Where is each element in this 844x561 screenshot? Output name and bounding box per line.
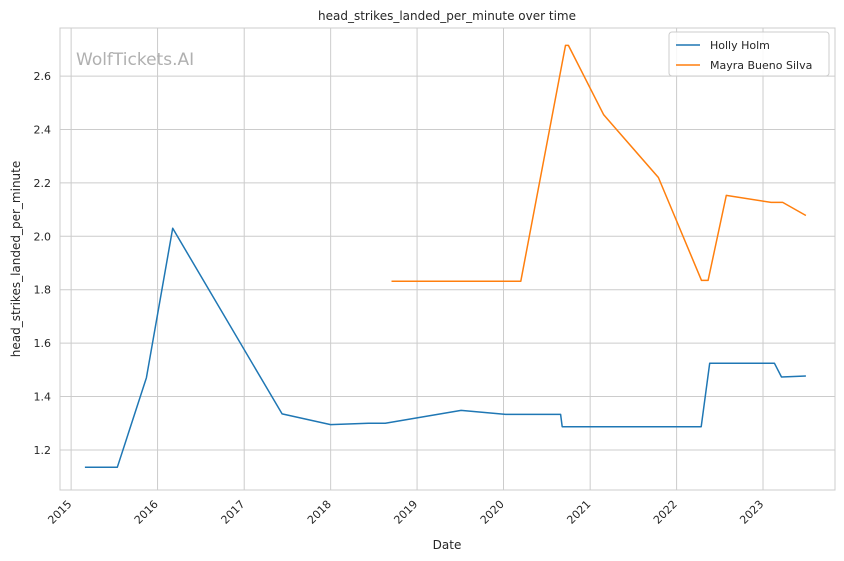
y-tick-label: 2.6 (34, 70, 52, 83)
y-tick-label: 2.2 (34, 177, 52, 190)
x-axis-ticks: 2015 2016 2017 2018 2019 2020 2021 2022 2023 (45, 498, 766, 527)
plot-area (59, 27, 836, 491)
series-line-0 (84, 227, 806, 469)
x-tick-label: 2019 (391, 498, 420, 527)
y-axis-ticks: 1.2 1.4 1.6 1.8 2.0 2.2 2.4 2.6 (34, 70, 52, 457)
x-tick-label: 2022 (651, 498, 680, 527)
y-tick-label: 2.4 (34, 123, 52, 136)
x-tick-label: 2017 (219, 498, 248, 527)
y-tick-label: 2.0 (34, 230, 52, 243)
legend: Holly Holm Mayra Bueno Silva (668, 31, 830, 77)
x-tick-label: 2018 (305, 498, 334, 527)
x-tick-label: 2015 (45, 498, 74, 527)
y-tick-label: 1.8 (34, 284, 52, 297)
y-tick-label: 1.2 (34, 444, 52, 457)
grid (60, 28, 835, 490)
y-tick-label: 1.6 (34, 337, 52, 350)
y-axis-label: head_strikes_landed_per_minute (9, 161, 23, 358)
x-axis-label: Date (433, 538, 462, 552)
x-tick-label: 2016 (132, 498, 161, 527)
x-tick-label: 2021 (564, 498, 593, 527)
y-tick-label: 1.4 (34, 391, 52, 404)
watermark: WolfTickets.AI (76, 50, 194, 70)
series-line-1 (391, 44, 807, 282)
x-tick-label: 2020 (478, 498, 507, 527)
legend-box (668, 31, 830, 77)
x-tick-label: 2023 (737, 498, 766, 527)
chart-title: head_strikes_landed_per_minute over time (318, 9, 576, 23)
legend-label: Mayra Bueno Silva (710, 59, 812, 72)
legend-label: Holly Holm (710, 39, 770, 52)
series-group (84, 44, 807, 469)
